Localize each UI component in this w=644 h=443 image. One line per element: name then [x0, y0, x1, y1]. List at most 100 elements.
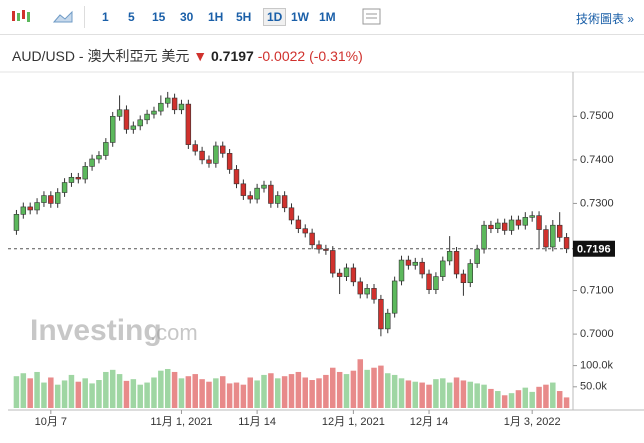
candle-body — [199, 150, 205, 161]
volume-bar — [68, 374, 75, 408]
volume-bar — [467, 381, 474, 408]
candle-body — [295, 219, 302, 229]
candle-body — [495, 222, 501, 229]
volume-bar — [433, 379, 439, 408]
candle-body — [68, 176, 75, 183]
x-tick-label: 12月 1, 2021 — [322, 416, 385, 428]
chart-type-icons[interactable] — [10, 8, 90, 26]
volume-bar — [240, 384, 247, 408]
volume-bar — [27, 378, 33, 408]
candle-body — [323, 248, 329, 251]
interval-button[interactable]: 1M — [319, 10, 336, 24]
interval-button[interactable]: 30 — [180, 10, 194, 24]
interval-button[interactable]: 1W — [291, 10, 309, 24]
volume-bar — [109, 369, 116, 408]
volume-bar — [164, 368, 171, 408]
volume-bar — [268, 373, 274, 408]
volume-bar — [233, 382, 240, 408]
candle-body — [281, 195, 288, 209]
candle-body — [158, 102, 164, 112]
candle-body — [165, 97, 171, 104]
candle-body — [405, 259, 412, 266]
candle-body — [48, 195, 54, 204]
volume-bar — [20, 373, 27, 408]
volume-bar — [302, 377, 309, 408]
menu-link[interactable]: 技術圖表 » — [575, 12, 634, 26]
candle-body — [536, 215, 542, 230]
x-tick-label: 11月 14 — [238, 416, 276, 428]
volume-bar — [412, 381, 419, 408]
candle-body — [261, 184, 267, 189]
candle-body — [34, 202, 40, 211]
volume-bar — [254, 380, 260, 408]
volume-bar — [474, 383, 480, 408]
volume-bar — [41, 382, 47, 408]
volume-bar — [453, 377, 460, 408]
volume-bar — [481, 384, 487, 408]
volume-bar — [371, 367, 377, 408]
volume-bar — [54, 384, 61, 408]
indicator-icon[interactable] — [362, 8, 382, 26]
candle-body — [371, 288, 377, 300]
watermark-suffix: .com — [150, 320, 198, 345]
candle-body — [254, 187, 260, 200]
volume-bar — [391, 374, 398, 408]
candle-body — [13, 214, 20, 231]
volume-bar — [48, 377, 54, 408]
volume-bar — [316, 378, 322, 408]
candle-body — [233, 169, 240, 185]
volume-bar — [405, 380, 412, 408]
candle-body — [309, 232, 315, 246]
candle-body — [391, 280, 398, 314]
interval-button[interactable]: 1D — [263, 8, 287, 26]
volume-bar — [226, 383, 233, 408]
volume-bar — [378, 365, 384, 408]
candle-body — [130, 125, 137, 130]
candle-body — [75, 176, 82, 180]
header: AUD/USD - 澳大利亞元 美元 ▼ 0.7197 -0.0022 (-0.… — [12, 46, 363, 66]
candle-body — [240, 183, 247, 196]
volume-bar — [426, 384, 432, 408]
candle-body — [556, 224, 563, 238]
volume-bar — [89, 383, 95, 408]
x-tick-label: 12月 14 — [410, 416, 449, 428]
interval-button[interactable]: 1H — [208, 10, 224, 24]
candle-body — [178, 103, 185, 111]
y-tick-label: 0.7400 — [580, 154, 614, 166]
candle-body — [508, 219, 515, 231]
candle-body — [82, 166, 88, 180]
volume-bar — [508, 393, 515, 408]
candle-body — [550, 224, 556, 248]
interval-button[interactable]: 1 — [102, 10, 109, 24]
volume-bar — [123, 380, 130, 408]
candle-body — [350, 267, 357, 283]
volume-bar — [171, 371, 178, 408]
interval-button[interactable]: 15 — [152, 10, 166, 24]
candle-body — [144, 113, 150, 121]
volume-bar — [323, 374, 329, 408]
candle-body — [529, 215, 535, 218]
volume-bar — [522, 387, 529, 408]
change-pct: (-0.31%) — [309, 48, 363, 64]
down-arrow: ▼ — [193, 48, 208, 64]
volume-bar — [213, 378, 219, 408]
change: -0.0022 — [257, 48, 306, 64]
price: 0.7197 — [210, 48, 254, 64]
volume-bar — [495, 391, 501, 408]
candle-body — [27, 206, 33, 211]
candle-body — [460, 273, 467, 284]
watermark: Investing — [30, 314, 162, 347]
volume-bar — [385, 373, 391, 408]
candle-body — [543, 229, 549, 248]
interval-button[interactable]: 5 — [128, 10, 135, 24]
y-tick-label: 0.7000 — [580, 328, 614, 340]
candle-body — [275, 195, 281, 204]
y-tick-label: 0.7100 — [580, 284, 614, 296]
volume-bar — [82, 378, 88, 408]
volume-bar — [61, 380, 68, 408]
candle-body — [398, 259, 405, 282]
candle-body — [336, 272, 343, 277]
volume-bar — [116, 374, 123, 408]
interval-button[interactable]: 5H — [236, 10, 252, 24]
